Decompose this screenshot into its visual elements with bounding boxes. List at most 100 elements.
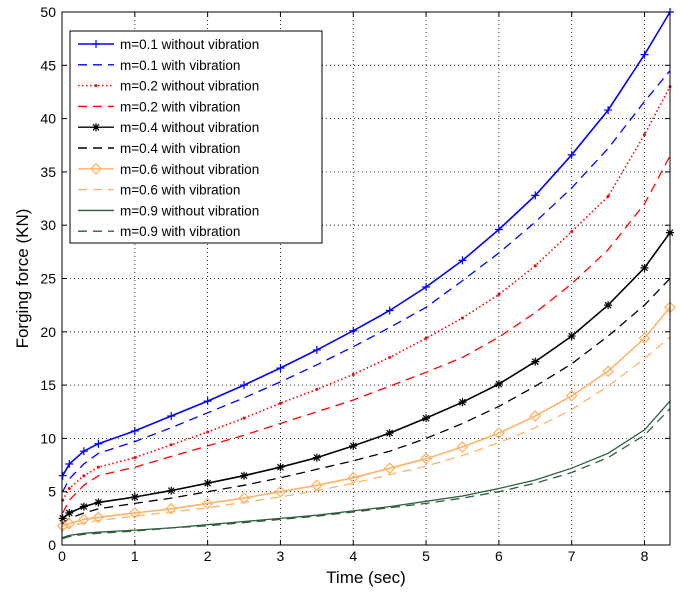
data-point [92, 511, 105, 524]
data-point [388, 355, 392, 359]
series-8 [62, 336, 671, 530]
data-point [65, 459, 74, 468]
data-point [278, 401, 282, 405]
legend-label: m=0.6 without vibration [120, 162, 259, 177]
data-point [94, 498, 103, 507]
y-tick-label: 45 [40, 57, 56, 73]
x-tick-label: 4 [349, 548, 357, 564]
data-point [458, 256, 467, 265]
y-tick-label: 35 [40, 164, 56, 180]
data-point [456, 441, 469, 453]
legend-label: m=0.4 with vibration [120, 141, 240, 156]
data-point [206, 430, 210, 434]
y-tick-label: 10 [40, 430, 56, 446]
data-point [169, 443, 173, 447]
data-point [276, 463, 285, 472]
data-point [274, 485, 287, 498]
series-4 [62, 155, 671, 514]
data-point [79, 447, 88, 456]
data-point [240, 381, 249, 390]
data-point [638, 332, 651, 345]
data-point [458, 398, 467, 407]
data-point [79, 502, 88, 511]
data-point [77, 513, 90, 526]
series-9 [62, 400, 671, 539]
legend-box [69, 30, 323, 244]
y-tick-label: 50 [40, 4, 56, 20]
y-tick-label: 30 [40, 217, 56, 233]
data-point [533, 264, 537, 268]
legend-marker [92, 40, 100, 48]
data-point [643, 133, 647, 137]
data-point [165, 502, 178, 515]
grid [62, 12, 670, 545]
data-point [167, 412, 176, 421]
data-point [167, 486, 176, 495]
data-point [640, 50, 649, 59]
data-point [96, 465, 100, 469]
data-point [312, 345, 321, 354]
data-point [315, 387, 319, 391]
data-point [604, 301, 613, 310]
y-axis-label: Forging force (KN) [13, 209, 32, 349]
data-point [567, 150, 576, 159]
data-point [565, 389, 578, 402]
data-point [94, 439, 103, 448]
legend-marker [94, 84, 98, 88]
x-tick-label: 8 [641, 548, 649, 564]
data-point [497, 292, 501, 296]
data-point [349, 441, 358, 450]
legend-label: m=0.1 without vibration [120, 37, 259, 52]
y-tick-label: 15 [40, 377, 56, 393]
series-6 [62, 278, 671, 525]
data-point [128, 507, 141, 519]
data-point [242, 416, 246, 420]
y-tick-label: 20 [40, 324, 56, 340]
data-point [58, 514, 67, 523]
data-point [58, 471, 67, 480]
data-point [65, 509, 74, 518]
data-point [347, 471, 360, 484]
series-line [62, 86, 671, 501]
series-markers [58, 228, 674, 523]
data-point [531, 357, 540, 366]
legend-label: m=0.2 without vibration [120, 79, 259, 94]
legend: m=0.1 without vibration m=0.1 with vibrat… [69, 30, 323, 244]
series-line [62, 400, 671, 539]
data-point [240, 471, 249, 480]
data-point [494, 380, 503, 389]
series-line [62, 336, 671, 530]
data-point [203, 397, 212, 406]
x-tick-label: 0 [58, 548, 66, 564]
series-markers [56, 301, 676, 532]
x-tick-label: 3 [277, 548, 285, 564]
data-point [422, 283, 431, 292]
data-point [567, 332, 576, 341]
data-point [203, 479, 212, 488]
data-point [385, 429, 394, 438]
series-line [62, 306, 671, 527]
data-point [424, 336, 428, 340]
series-10 [62, 408, 671, 540]
data-point [385, 306, 394, 315]
series-line [62, 155, 671, 514]
data-point [238, 492, 250, 505]
data-point [56, 519, 69, 532]
data-point [460, 316, 464, 320]
data-point [312, 453, 321, 462]
data-point [133, 456, 137, 460]
y-tick-label: 0 [48, 537, 56, 553]
x-axis-label: Time (sec) [326, 568, 406, 587]
legend-marker [90, 162, 102, 175]
data-point [383, 462, 396, 475]
data-point [602, 365, 615, 378]
series-line [62, 70, 671, 492]
data-point [63, 517, 76, 530]
series-1 [58, 8, 674, 480]
data-point [130, 493, 139, 502]
series-layer [56, 8, 676, 540]
legend-label: m=0.9 with vibration [120, 224, 240, 239]
data-point [422, 414, 431, 423]
legend-label: m=0.2 with vibration [120, 99, 240, 114]
series-line [62, 278, 671, 525]
